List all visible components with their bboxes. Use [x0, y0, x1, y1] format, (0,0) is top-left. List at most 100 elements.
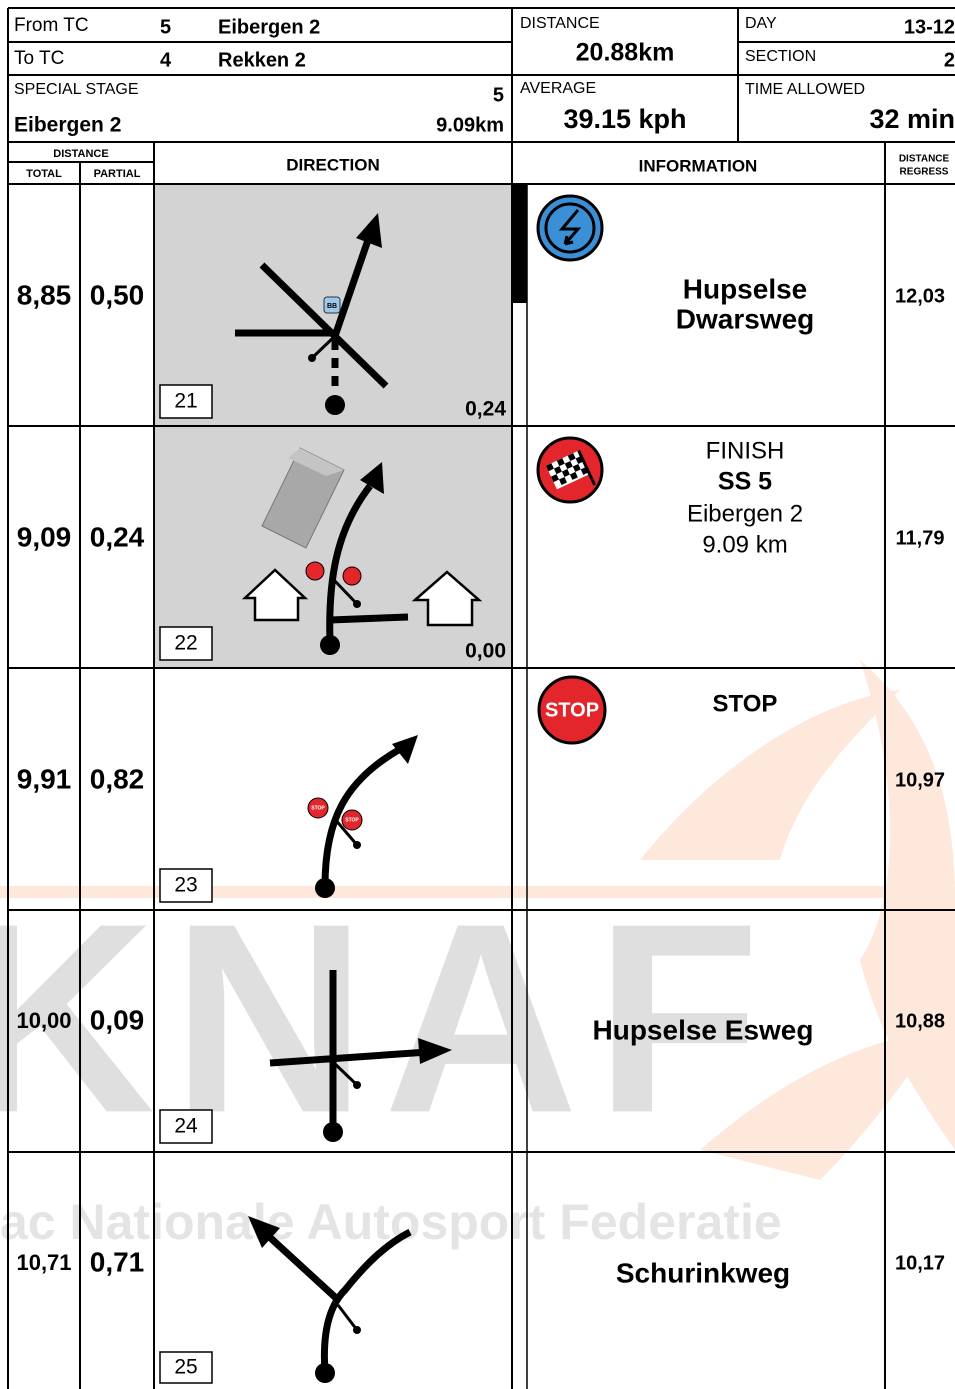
- box-number: 22: [174, 632, 197, 655]
- total: 10,71: [16, 1250, 71, 1275]
- section: 2: [944, 49, 955, 71]
- sign-label: BB: [327, 303, 337, 310]
- label: DISTANCE: [520, 15, 600, 32]
- row: 8,85 0,50 12,03 Hupselse Dwarsweg 21 0,2…: [17, 194, 945, 421]
- box: [159, 868, 213, 903]
- stage-bar: [512, 184, 527, 303]
- dot: [308, 354, 316, 362]
- info: Eibergen 2: [687, 500, 803, 527]
- info: STOP: [713, 690, 778, 717]
- side: [310, 334, 337, 360]
- column-header: PARTIAL: [94, 168, 141, 180]
- dot: [353, 1326, 361, 1334]
- average: 39.15 kph: [563, 104, 686, 134]
- house: [411, 570, 483, 627]
- start: [315, 1363, 335, 1383]
- label: AVERAGE: [520, 80, 596, 97]
- row: 9,09 0,24 11,79 FINISH SS 5 Eibergen 2 9…: [17, 436, 945, 663]
- sign-label: STOP: [345, 817, 359, 823]
- regress: 11,79: [896, 527, 945, 549]
- label: To TC: [14, 48, 64, 69]
- partial: 0,82: [90, 763, 145, 794]
- regress: 12,03: [895, 285, 945, 307]
- box-number: 23: [174, 874, 197, 897]
- column-header: REGRESS: [900, 167, 949, 178]
- side: [332, 817, 359, 846]
- box: [159, 384, 213, 419]
- sign: [307, 797, 329, 819]
- start: [325, 395, 345, 415]
- dot: [353, 841, 361, 849]
- info: Hupselse: [683, 273, 808, 304]
- label: TIME ALLOWED: [745, 81, 865, 98]
- regress: 10,88: [895, 1010, 945, 1032]
- dot: [353, 600, 361, 608]
- building: [288, 448, 344, 476]
- label: SPECIAL STAGE: [14, 81, 138, 98]
- sub-distance: 0,24: [465, 398, 506, 421]
- header: From TC 5 Eibergen 2 To TC 4 Rekken 2 SP…: [14, 15, 955, 137]
- arrow: [418, 1038, 452, 1064]
- tc-number: 4: [160, 49, 172, 71]
- side: [331, 1060, 359, 1087]
- road: [326, 483, 373, 643]
- road: [329, 613, 409, 624]
- column-header: INFORMATION: [639, 156, 758, 175]
- stage-length: 9.09km: [436, 114, 504, 136]
- watermark-swoosh: [700, 1030, 940, 1180]
- arrow: [356, 213, 382, 248]
- column-header: DISTANCE: [899, 154, 950, 165]
- row: 10,71 0,71 10,17 Schurinkweg 25: [16, 1216, 945, 1384]
- column-header: TOTAL: [26, 168, 62, 180]
- total: 9,09: [17, 521, 72, 552]
- info: Hupselse Esweg: [593, 1014, 814, 1045]
- watermark-band: [0, 886, 955, 898]
- arrow: [360, 462, 384, 494]
- flag-pole: [577, 449, 597, 486]
- label: From TC: [14, 15, 89, 36]
- stage-name: Eibergen 2: [14, 114, 121, 137]
- time-allowed: 32 min: [869, 104, 955, 134]
- watermark-swoosh: [860, 660, 955, 1150]
- box-number: 25: [174, 1356, 197, 1379]
- partial: 0,50: [90, 279, 145, 310]
- tc-name: Rekken 2: [218, 49, 306, 71]
- column-header: DISTANCE: [53, 148, 108, 160]
- icon: [537, 675, 607, 745]
- info: FINISH: [706, 437, 785, 464]
- tc-number: 5: [160, 16, 171, 38]
- partial: 0,24: [90, 521, 145, 552]
- start: [320, 635, 340, 655]
- side: [336, 1304, 359, 1331]
- road: [320, 1228, 412, 1373]
- road: [261, 1229, 339, 1301]
- arrow: [392, 735, 418, 764]
- info: Dwarsweg: [676, 303, 815, 334]
- sign-label: STOP: [311, 805, 325, 811]
- info: 9.09 km: [702, 531, 787, 558]
- box-number: 24: [174, 1115, 198, 1138]
- partial: 0,71: [90, 1246, 145, 1277]
- box: [159, 1351, 213, 1384]
- column-header: DIRECTION: [286, 155, 380, 174]
- icon-label: STOP: [545, 699, 599, 721]
- road: [269, 1048, 429, 1067]
- road: [321, 744, 404, 887]
- label: DAY: [745, 15, 777, 32]
- label: SECTION: [745, 48, 816, 65]
- sign: [323, 296, 341, 314]
- box: [159, 1109, 213, 1144]
- road: [259, 262, 389, 389]
- total: 8,85: [17, 279, 72, 310]
- column-headers: DISTANCE TOTAL PARTIAL DIRECTION INFORMA…: [26, 148, 949, 180]
- dot: [353, 1081, 361, 1089]
- distance: 20.88km: [576, 39, 675, 67]
- grid: [7, 7, 955, 1389]
- sub-distance: 0,00: [465, 640, 506, 663]
- sign: [342, 566, 362, 586]
- box: [159, 626, 213, 661]
- icon: [558, 209, 582, 246]
- day: 13-12: [904, 16, 955, 38]
- total: 9,91: [17, 763, 72, 794]
